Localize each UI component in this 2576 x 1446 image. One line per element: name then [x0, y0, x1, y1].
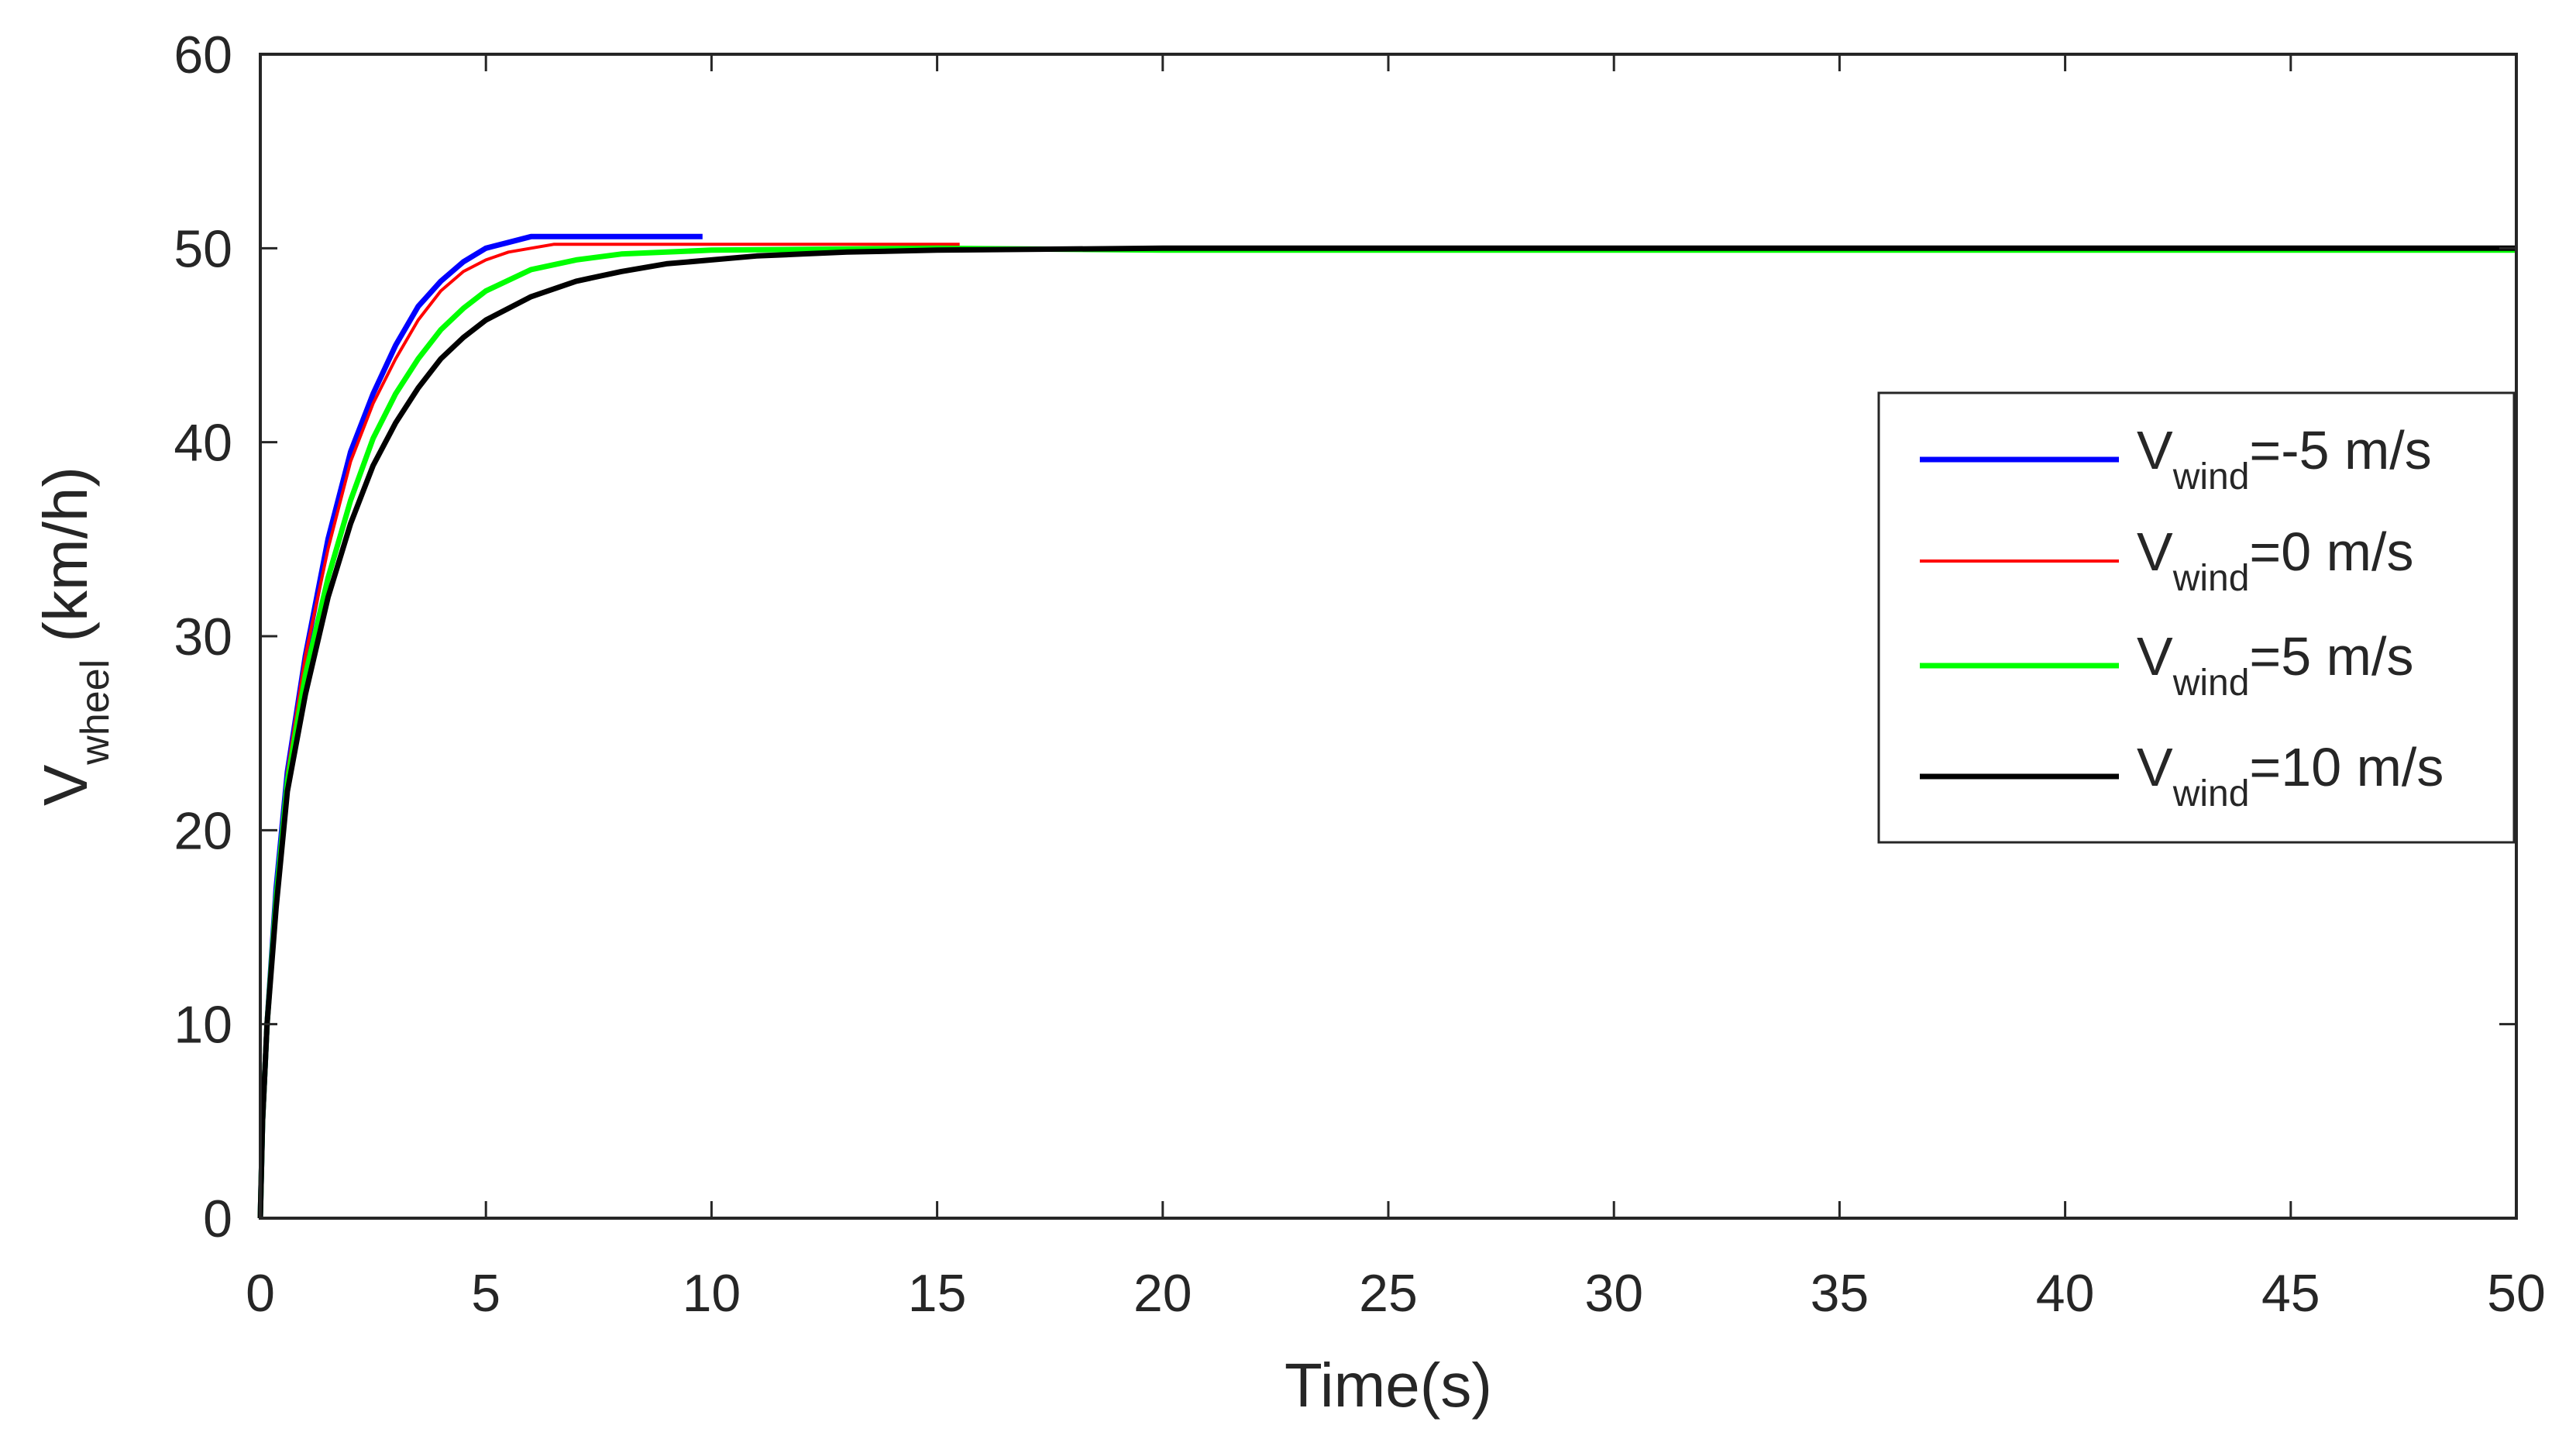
x-tick-label: 0: [246, 1264, 275, 1323]
y-tick-label: 20: [174, 801, 232, 860]
x-tick-label: 30: [1584, 1264, 1643, 1323]
x-tick-label: 20: [1133, 1264, 1192, 1323]
legend-label-main: V: [2137, 420, 2173, 480]
y-tick-label: 10: [174, 996, 232, 1055]
legend-label-sub: wind: [2172, 558, 2250, 599]
y-tick-label: 50: [174, 219, 232, 278]
legend-label-sub: wind: [2172, 773, 2250, 814]
legend-label-2: Vwind=0 m/s: [2137, 522, 2413, 599]
legend-box: [1877, 391, 2516, 844]
x-tick-label: 50: [2487, 1264, 2546, 1323]
x-tick-label: 35: [1811, 1264, 1869, 1323]
legend-label-rest: =0 m/s: [2249, 522, 2413, 582]
y-axis-label-main: V: [31, 764, 100, 806]
legend-label-main: V: [2137, 737, 2173, 797]
legend-label-main: V: [2137, 522, 2173, 582]
legend-label-3: Vwind=5 m/s: [2137, 626, 2413, 704]
legend-label-sub: wind: [2172, 456, 2250, 497]
y-tick-label: 40: [174, 414, 232, 473]
legend-label-main: V: [2137, 626, 2173, 687]
x-tick-label: 45: [2261, 1264, 2320, 1323]
x-axis-label: Time(s): [1285, 1351, 1492, 1420]
y-axis-label-sub: wheel: [73, 659, 118, 766]
legend-label-4: Vwind=10 m/s: [2137, 737, 2444, 814]
x-tick-label: 25: [1359, 1264, 1418, 1323]
y-axis-label-rest: (km/h): [31, 467, 100, 659]
legend-label-1: Vwind=-5 m/s: [2137, 420, 2432, 497]
x-tick-label: 40: [2036, 1264, 2095, 1323]
y-tick-label: 30: [174, 608, 232, 666]
y-tick-label: 0: [203, 1190, 232, 1248]
x-tick-label: 10: [683, 1264, 741, 1323]
legend-label-rest: =-5 m/s: [2249, 420, 2431, 480]
legend-label-sub: wind: [2172, 663, 2250, 704]
series-line-4: [257, 245, 2516, 1219]
legend-label-rest: =5 m/s: [2249, 626, 2413, 687]
x-tick-label: 5: [471, 1264, 500, 1323]
legend-label-rest: =10 m/s: [2249, 737, 2444, 797]
tick-labels-layer: 0 5 10 15 20 25 30 35 40 45 50 0 10 20 30 40 50 60: [174, 26, 2545, 1323]
series-layer: [257, 233, 2516, 1219]
y-tick-label: 60: [174, 26, 232, 84]
y-axis-label: Vwheel (km/h): [31, 467, 118, 806]
x-tick-label: 15: [908, 1264, 967, 1323]
